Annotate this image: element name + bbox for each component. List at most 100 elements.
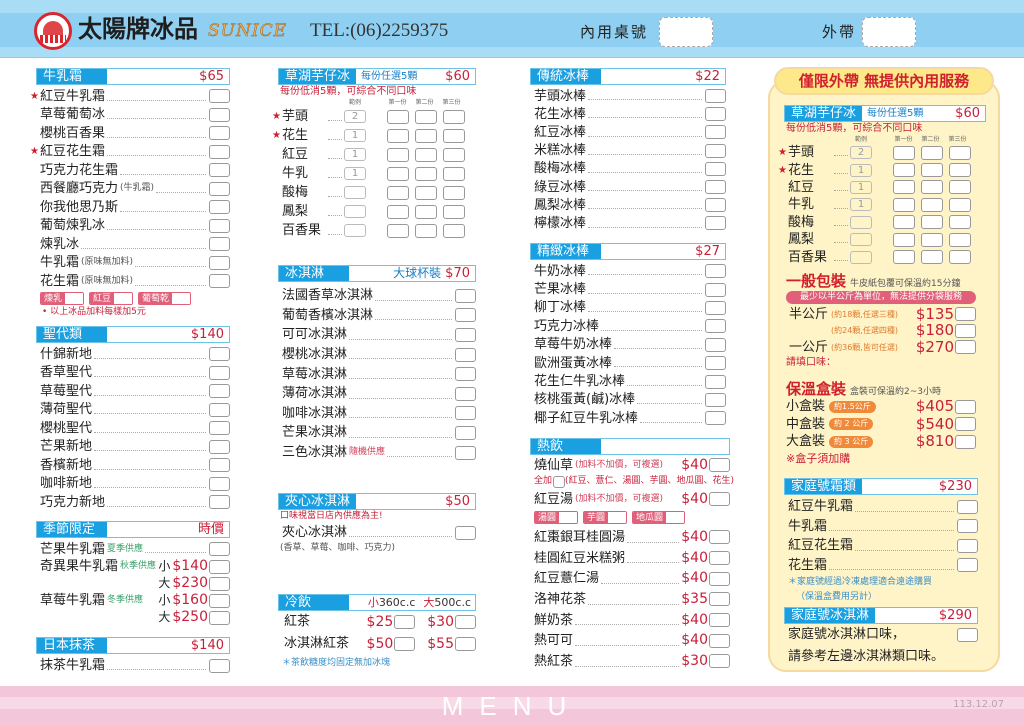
takeout-field[interactable] (862, 17, 916, 47)
portion-quantity-field[interactable] (949, 250, 971, 265)
order-checkbox[interactable] (709, 571, 730, 586)
order-checkbox[interactable] (705, 107, 726, 122)
topping-chip[interactable]: 紅豆 (89, 291, 134, 305)
portion-quantity-field[interactable] (893, 232, 915, 247)
portion-quantity-field[interactable] (387, 109, 409, 124)
topping-chip[interactable]: 地瓜圓 (632, 511, 686, 524)
order-checkbox[interactable] (705, 180, 726, 195)
order-checkbox[interactable] (957, 558, 978, 573)
portion-quantity-field[interactable] (949, 197, 971, 212)
order-checkbox[interactable] (209, 559, 230, 574)
portion-quantity-field[interactable] (415, 166, 437, 181)
order-checkbox[interactable] (394, 615, 416, 629)
order-checkbox[interactable] (209, 576, 230, 591)
order-checkbox[interactable] (705, 392, 726, 407)
order-checkbox[interactable] (957, 519, 978, 534)
order-checkbox[interactable] (455, 327, 476, 342)
order-checkbox[interactable] (709, 530, 730, 545)
portion-quantity-field[interactable] (443, 166, 465, 181)
order-checkbox[interactable] (209, 255, 230, 270)
portion-quantity-field[interactable] (387, 185, 409, 200)
order-checkbox[interactable] (209, 593, 230, 608)
portion-quantity-field[interactable] (949, 215, 971, 230)
order-checkbox[interactable] (705, 143, 726, 158)
order-checkbox[interactable] (455, 288, 476, 303)
order-checkbox[interactable] (957, 628, 978, 642)
order-checkbox[interactable] (955, 434, 976, 449)
portion-quantity-field[interactable] (443, 128, 465, 143)
portion-quantity-field[interactable] (949, 163, 971, 178)
order-checkbox[interactable] (209, 384, 230, 399)
portion-quantity-field[interactable] (443, 109, 465, 124)
order-checkbox[interactable] (209, 610, 230, 625)
order-checkbox[interactable] (709, 654, 730, 669)
order-checkbox[interactable] (209, 89, 230, 104)
order-checkbox[interactable] (209, 200, 230, 215)
portion-quantity-field[interactable] (949, 232, 971, 247)
portion-quantity-field[interactable] (443, 204, 465, 219)
order-checkbox[interactable] (705, 337, 726, 352)
order-checkbox[interactable] (957, 499, 978, 514)
portion-quantity-field[interactable] (893, 250, 915, 265)
order-checkbox[interactable] (705, 282, 726, 297)
portion-quantity-field[interactable] (893, 145, 915, 160)
order-checkbox[interactable] (209, 107, 230, 122)
topping-checkbox[interactable] (114, 292, 133, 304)
portion-quantity-field[interactable] (949, 180, 971, 195)
order-checkbox[interactable] (455, 445, 476, 460)
portion-quantity-field[interactable] (387, 204, 409, 219)
dine-in-table-field[interactable] (659, 17, 713, 47)
topping-chip[interactable]: 煉乳 (40, 291, 85, 305)
order-checkbox[interactable] (455, 615, 476, 629)
order-checkbox[interactable] (209, 476, 230, 491)
order-checkbox[interactable] (705, 356, 726, 371)
order-checkbox[interactable] (705, 125, 726, 140)
order-checkbox[interactable] (209, 347, 230, 362)
order-checkbox[interactable] (209, 237, 230, 252)
portion-quantity-field[interactable] (949, 145, 971, 160)
portion-quantity-field[interactable] (387, 223, 409, 238)
order-checkbox[interactable] (455, 347, 476, 362)
order-checkbox[interactable] (394, 637, 416, 651)
portion-quantity-field[interactable] (893, 197, 915, 212)
order-checkbox[interactable] (709, 551, 730, 566)
portion-quantity-field[interactable] (893, 215, 915, 230)
topping-checkbox[interactable] (559, 512, 578, 523)
order-checkbox[interactable] (709, 592, 730, 607)
portion-quantity-field[interactable] (921, 250, 943, 265)
order-checkbox[interactable] (209, 181, 230, 196)
portion-quantity-field[interactable] (415, 204, 437, 219)
order-checkbox[interactable] (955, 323, 976, 338)
order-checkbox[interactable] (209, 402, 230, 417)
order-checkbox[interactable] (209, 495, 230, 510)
portion-quantity-field[interactable] (387, 128, 409, 143)
portion-quantity-field[interactable] (921, 215, 943, 230)
order-checkbox[interactable] (455, 637, 476, 651)
order-checkbox[interactable] (209, 218, 230, 233)
portion-quantity-field[interactable] (415, 128, 437, 143)
order-checkbox[interactable] (455, 308, 476, 323)
order-checkbox[interactable] (955, 399, 976, 414)
order-checkbox[interactable] (955, 417, 976, 432)
add-all-checkbox[interactable] (553, 475, 566, 488)
topping-chip[interactable]: 葡萄乾 (138, 291, 192, 305)
order-checkbox[interactable] (955, 340, 976, 355)
order-checkbox[interactable] (705, 374, 726, 389)
portion-quantity-field[interactable] (387, 147, 409, 162)
portion-quantity-field[interactable] (415, 147, 437, 162)
order-checkbox[interactable] (209, 126, 230, 141)
order-checkbox[interactable] (705, 161, 726, 176)
portion-quantity-field[interactable] (443, 223, 465, 238)
topping-checkbox[interactable] (666, 512, 685, 523)
portion-quantity-field[interactable] (415, 185, 437, 200)
order-checkbox[interactable] (705, 300, 726, 315)
order-checkbox[interactable] (709, 492, 730, 506)
order-checkbox[interactable] (209, 144, 230, 159)
portion-quantity-field[interactable] (921, 180, 943, 195)
order-checkbox[interactable] (209, 542, 230, 556)
portion-quantity-field[interactable] (893, 163, 915, 178)
order-checkbox[interactable] (455, 425, 476, 440)
order-checkbox[interactable] (705, 264, 726, 279)
order-checkbox[interactable] (455, 525, 476, 540)
portion-quantity-field[interactable] (921, 145, 943, 160)
